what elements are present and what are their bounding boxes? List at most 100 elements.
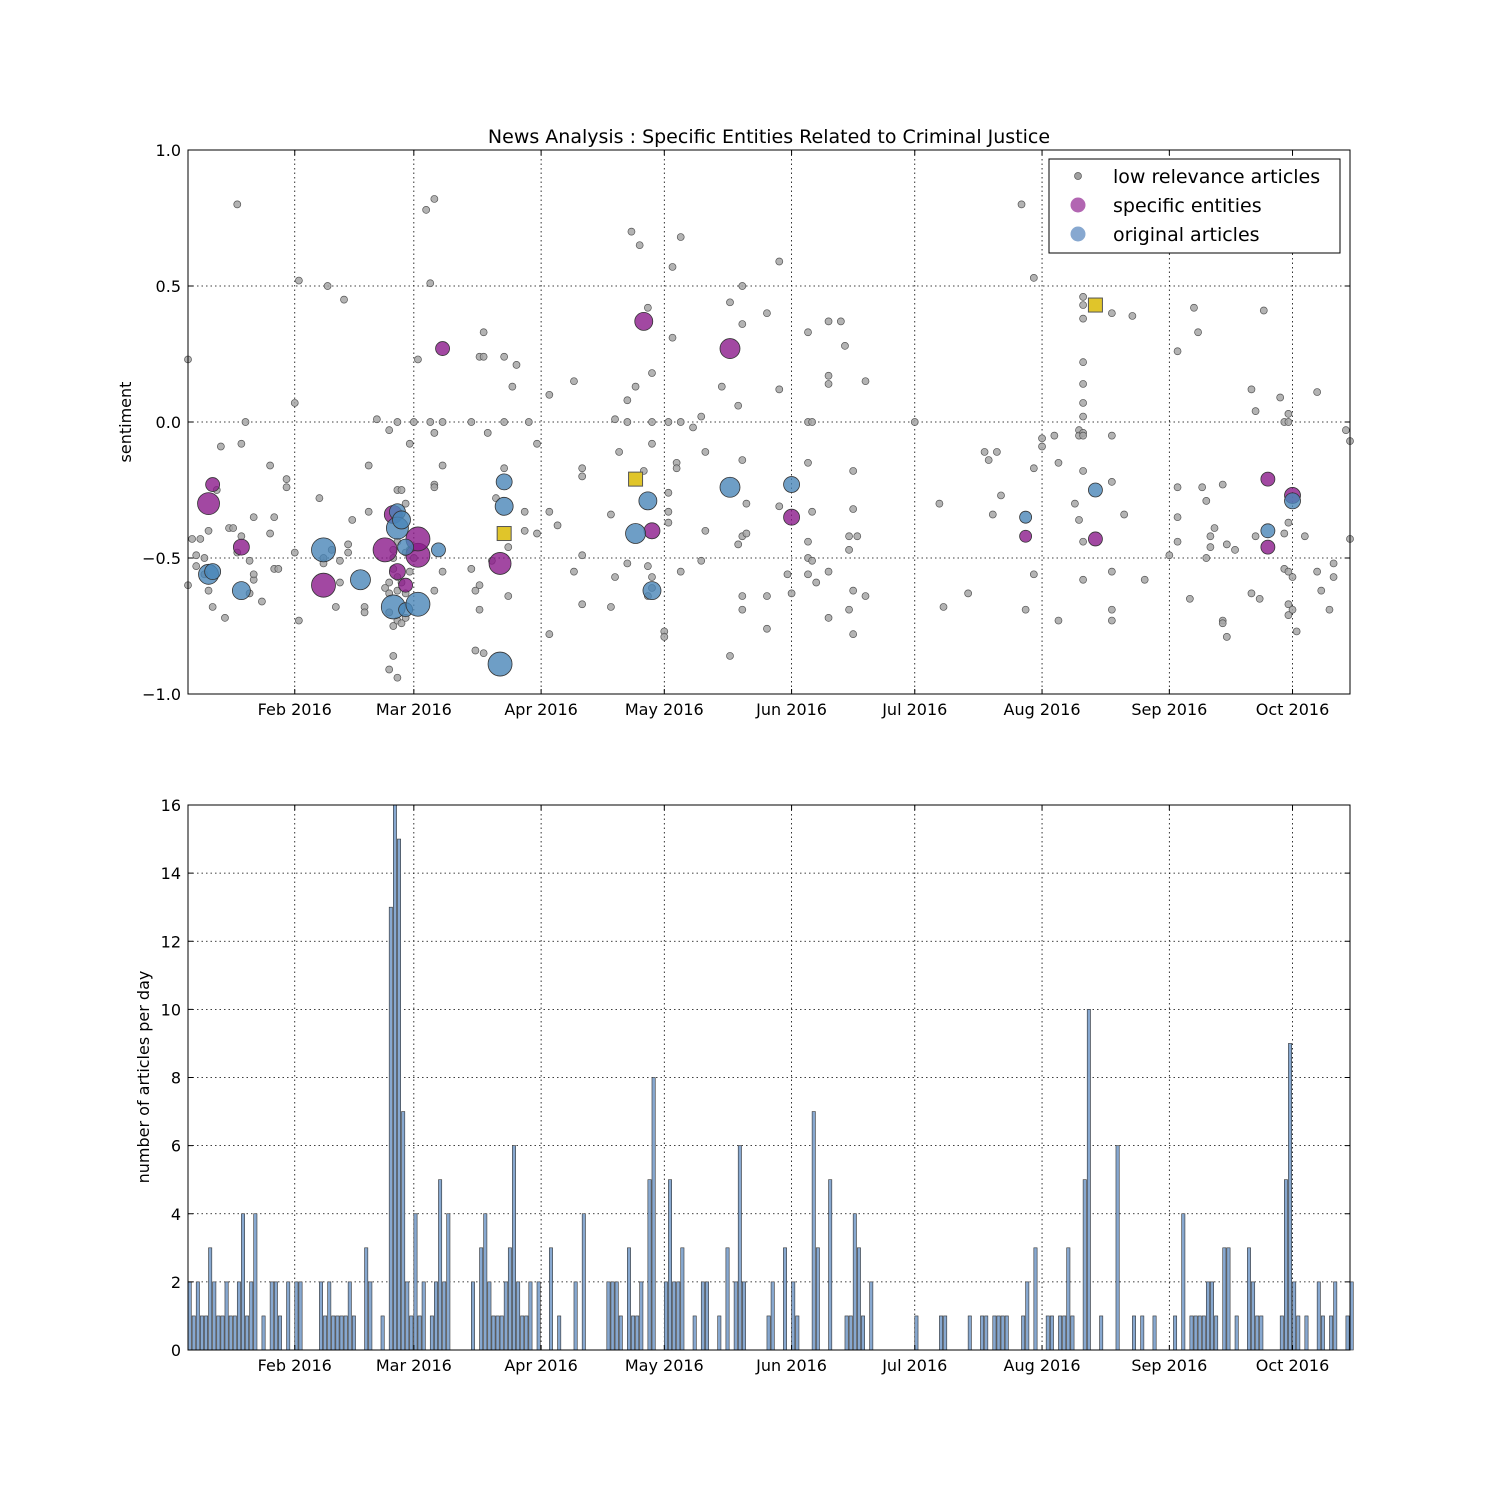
bar xyxy=(783,1247,787,1351)
low-relevance-point xyxy=(1284,611,1293,619)
x-tick-label: Apr 2016 xyxy=(504,700,577,719)
x-tick-label: May 2016 xyxy=(625,1356,704,1375)
highlight-square-point xyxy=(628,471,644,487)
low-relevance-point xyxy=(1325,605,1334,614)
low-relevance-point xyxy=(245,556,254,565)
bar xyxy=(1251,1281,1256,1351)
bar xyxy=(507,1247,512,1351)
low-relevance-point xyxy=(804,458,812,467)
y-tick-label: 0.0 xyxy=(156,413,181,432)
bar xyxy=(1197,1315,1202,1351)
legend-marker xyxy=(1074,172,1082,180)
low-relevance-point xyxy=(697,556,706,565)
low-relevance-point xyxy=(935,499,944,508)
low-relevance-point xyxy=(845,605,853,614)
low-relevance-point xyxy=(775,502,784,511)
low-relevance-point xyxy=(405,567,414,576)
low-relevance-point xyxy=(1255,594,1264,603)
bar xyxy=(627,1247,631,1351)
bar xyxy=(680,1247,685,1351)
bar xyxy=(614,1281,619,1351)
low-relevance-point xyxy=(500,418,509,426)
low-relevance-point xyxy=(1054,458,1063,467)
bar xyxy=(1222,1247,1227,1351)
low-relevance-point xyxy=(808,418,816,426)
low-relevance-point xyxy=(984,456,993,464)
low-relevance-point xyxy=(742,499,751,508)
scatter-marks xyxy=(184,195,1354,682)
specific-entity-point xyxy=(311,572,336,598)
low-relevance-point xyxy=(1222,633,1231,641)
bar xyxy=(195,1281,200,1351)
low-relevance-point xyxy=(1342,426,1350,435)
low-relevance-point xyxy=(340,295,348,304)
low-relevance-point xyxy=(734,540,743,549)
x-tick-label: Jul 2016 xyxy=(881,700,947,719)
original-article-point xyxy=(494,496,514,516)
legend-marker xyxy=(1070,197,1086,213)
low-relevance-point xyxy=(635,241,644,250)
low-relevance-point xyxy=(738,605,747,614)
bar xyxy=(1316,1281,1321,1351)
specific-entity-point xyxy=(634,311,654,331)
low-relevance-point xyxy=(1021,605,1030,614)
low-relevance-point xyxy=(1251,407,1260,415)
low-relevance-point xyxy=(648,369,656,377)
original-article-point xyxy=(204,563,222,580)
low-relevance-point xyxy=(1079,537,1087,546)
low-relevance-point xyxy=(664,518,673,527)
low-relevance-point xyxy=(787,589,796,598)
series-3 xyxy=(198,473,1301,677)
bar xyxy=(1226,1247,1231,1351)
low-relevance-point xyxy=(578,600,587,609)
low-relevance-point xyxy=(426,279,435,288)
low-relevance-point xyxy=(775,385,784,394)
bar xyxy=(536,1281,541,1351)
low-relevance-point xyxy=(861,592,870,600)
bar xyxy=(635,1315,640,1351)
low-relevance-point xyxy=(237,439,246,448)
original-article-point xyxy=(638,491,658,511)
low-relevance-point xyxy=(385,665,394,674)
bar xyxy=(339,1315,344,1351)
low-relevance-point xyxy=(479,352,488,361)
x-tick-label: Oct 2016 xyxy=(1256,1356,1329,1375)
low-relevance-point xyxy=(290,548,299,557)
bar xyxy=(1255,1315,1260,1351)
low-relevance-point xyxy=(249,513,258,522)
low-relevance-point xyxy=(1194,328,1202,337)
low-relevance-point xyxy=(479,328,488,337)
bar xyxy=(294,1281,299,1351)
low-relevance-point xyxy=(1079,293,1087,301)
bar xyxy=(335,1315,340,1351)
low-relevance-point xyxy=(545,390,554,399)
bar xyxy=(1058,1315,1063,1351)
bar xyxy=(471,1281,475,1351)
low-relevance-point xyxy=(1218,619,1227,628)
low-relevance-point xyxy=(1128,312,1137,320)
low-relevance-point xyxy=(1251,532,1260,541)
bar xyxy=(491,1315,496,1351)
low-relevance-point xyxy=(1247,589,1256,598)
low-relevance-point xyxy=(430,586,439,595)
low-relevance-point xyxy=(1173,483,1182,492)
low-relevance-point xyxy=(623,559,632,568)
low-relevance-point xyxy=(430,483,439,492)
low-relevance-point xyxy=(1284,567,1293,576)
low-relevance-point xyxy=(1108,605,1116,614)
bar xyxy=(610,1281,615,1351)
highlight-square-point xyxy=(1087,297,1103,313)
low-relevance-point xyxy=(258,597,266,606)
original-article-point xyxy=(642,581,662,601)
bar xyxy=(421,1281,426,1351)
low-relevance-point xyxy=(520,507,529,516)
low-relevance-point xyxy=(430,429,439,437)
low-relevance-point xyxy=(545,630,554,639)
original-article-point xyxy=(1019,510,1033,524)
x-tick-label: Feb 2016 xyxy=(258,700,332,719)
specific-entity-point xyxy=(783,508,800,526)
low-relevance-point xyxy=(824,317,833,326)
low-relevance-point xyxy=(344,548,352,557)
low-relevance-point xyxy=(533,439,541,448)
bar xyxy=(388,906,393,1351)
